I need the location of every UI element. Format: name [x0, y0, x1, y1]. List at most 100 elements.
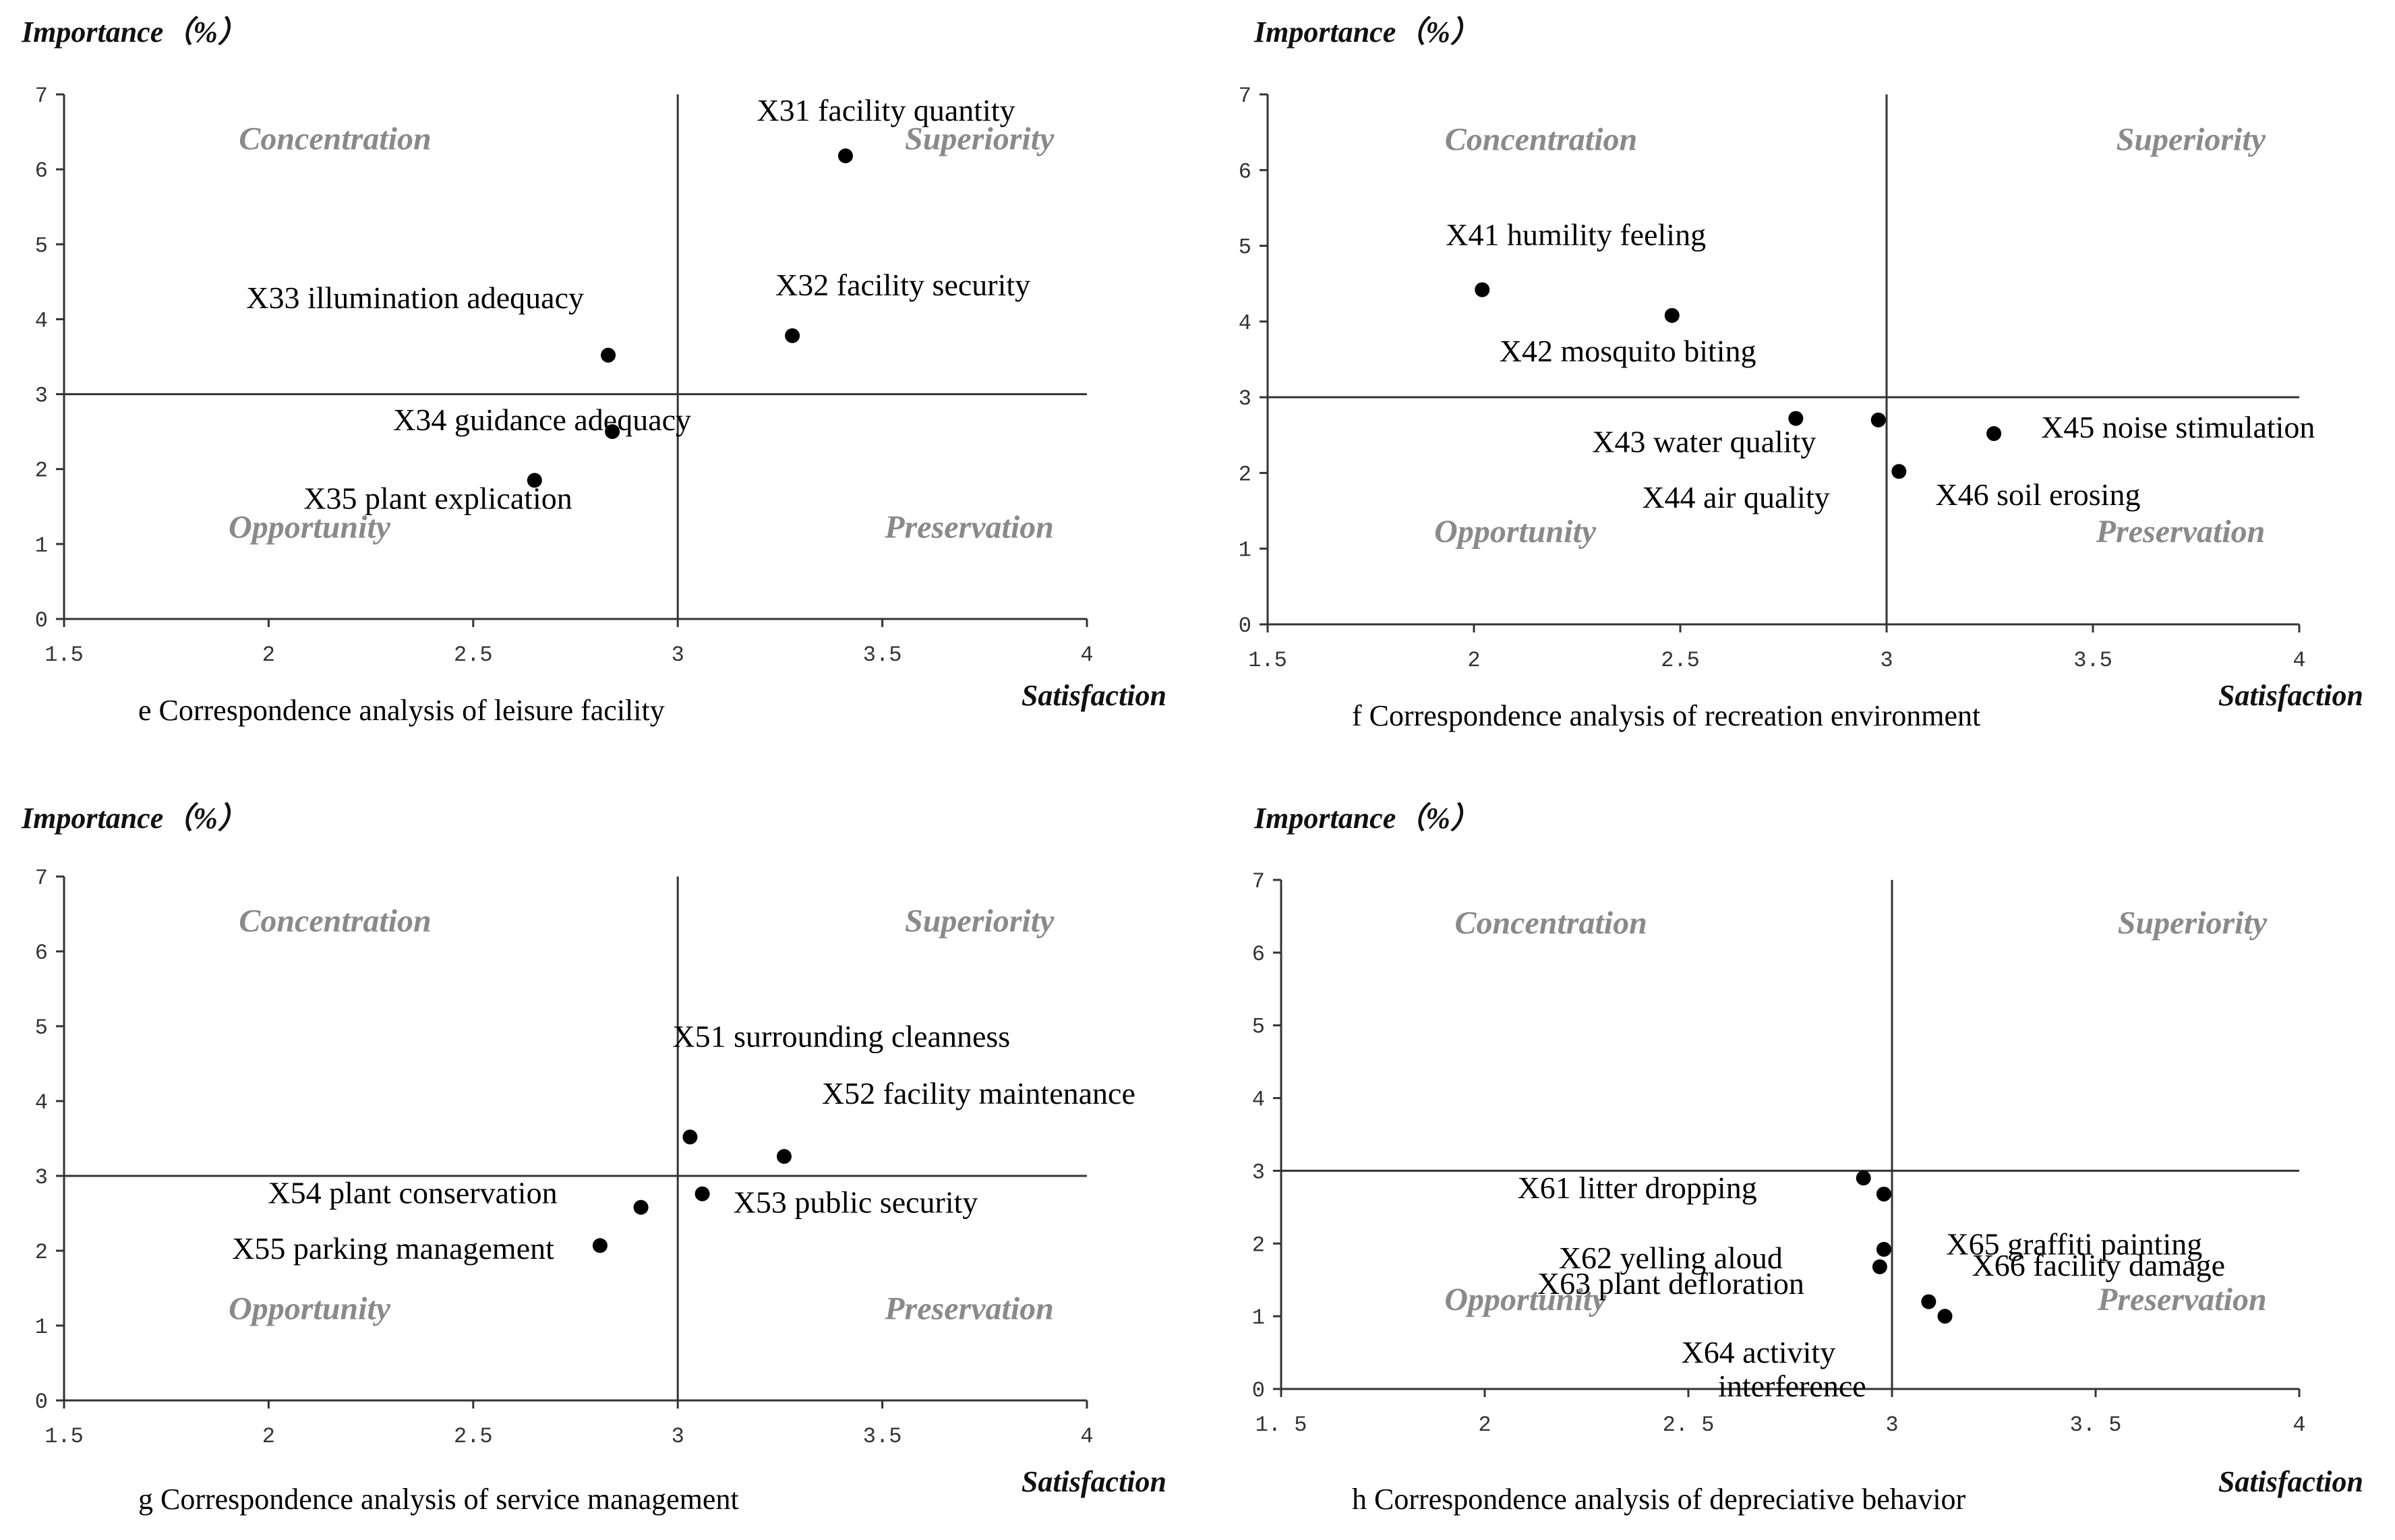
y-tick-label: 6 [1239, 159, 1251, 184]
x-tick-label: 4 [1080, 1424, 1093, 1449]
data-point[interactable] [527, 473, 542, 488]
data-point[interactable] [1856, 1171, 1871, 1186]
data-point[interactable] [605, 424, 620, 440]
data-point[interactable] [601, 347, 616, 363]
data-point[interactable] [592, 1238, 608, 1253]
point-label: X55 parking management [232, 1231, 554, 1266]
y-tick-label: 6 [35, 941, 48, 966]
y-tick-label: 7 [35, 84, 48, 109]
quadrant-label-preservation: Preservation [884, 509, 1054, 545]
data-point[interactable] [1921, 1294, 1936, 1309]
data-point[interactable] [694, 1186, 710, 1202]
point-label: X31 facility quantity [757, 93, 1015, 127]
data-point[interactable] [633, 1200, 649, 1215]
x-tick-label: 2 [1467, 648, 1480, 673]
x-tick-label: 1.5 [1248, 648, 1287, 673]
y-tick-label: 2 [35, 458, 48, 483]
quadrant-label-superiority: Superiority [905, 121, 1055, 157]
y-tick-label: 0 [1239, 614, 1251, 639]
quadrant-label-concentration: Concentration [1445, 122, 1637, 158]
point-label: X61 litter dropping [1518, 1171, 1757, 1205]
data-point[interactable] [776, 1149, 792, 1164]
data-point[interactable] [1475, 282, 1490, 297]
x-tick-label: 3 [672, 1424, 684, 1449]
y-tick-label: 1 [1239, 538, 1251, 563]
data-point[interactable] [1891, 464, 1907, 479]
x-tick-label: 1.5 [45, 1424, 84, 1449]
quadrant-label-superiority: Superiority [2117, 122, 2266, 158]
y-tick-label: 4 [1239, 311, 1251, 336]
panel-caption: g Correspondence analysis of service man… [138, 1483, 739, 1516]
point-label: X44 air quality [1642, 480, 1830, 514]
y-tick-label: 2 [1252, 1233, 1265, 1257]
point-label: X65 graffiti painting [1946, 1227, 2202, 1262]
x-axis-title: Satisfaction [1022, 1465, 1166, 1498]
data-point[interactable] [1872, 1259, 1887, 1274]
point-label: X35 plant explication [303, 481, 572, 515]
panel-caption: h Correspondence analysis of depreciativ… [1352, 1483, 1966, 1516]
y-tick-label: 4 [1252, 1088, 1265, 1113]
y-tick-label: 3 [35, 384, 48, 409]
quadrant-label-preservation: Preservation [2097, 1282, 2267, 1317]
data-point[interactable] [1876, 1186, 1891, 1202]
point-label: X41 humility feeling [1446, 218, 1706, 252]
x-tick-label: 4 [2293, 1413, 2305, 1438]
y-tick-label: 3 [1239, 386, 1251, 411]
y-axis-title: Importance（%） [1253, 802, 1480, 835]
quadrant-label-preservation: Preservation [884, 1291, 1054, 1327]
x-tick-label: 3.5 [863, 643, 902, 668]
x-tick-label: 3 [1885, 1413, 1898, 1438]
y-tick-label: 6 [1252, 942, 1265, 967]
x-axis-title: Satisfaction [2218, 1465, 2363, 1498]
data-point[interactable] [837, 148, 853, 164]
y-tick-label: 4 [35, 1090, 48, 1115]
point-label: X32 facility security [775, 268, 1030, 302]
point-label: X42 mosquito biting [1500, 334, 1756, 368]
y-tick-label: 0 [35, 608, 48, 633]
panel-caption: f Correspondence analysis of recreation … [1352, 699, 1980, 732]
data-point[interactable] [682, 1129, 698, 1145]
chart-panel-g: 0 1 2 3 4 5 6 7 1.5 2 2.5 3 3.5 4 Concentration Superio… [21, 802, 1166, 1516]
point-label: X54 plant conservation [268, 1176, 557, 1210]
chart-panel-e: 0 1 2 3 4 5 6 7 1.5 2 2.5 3 3.5 4 Concentration Superio… [21, 16, 1166, 727]
x-tick-label: 4 [1080, 643, 1093, 668]
point-label: X45 noise stimulation [2041, 410, 2315, 444]
quadrant-label-opportunity: Opportunity [1444, 1282, 1607, 1317]
y-tick-label: 5 [1239, 235, 1251, 260]
point-label: X43 water quality [1592, 425, 1816, 459]
chart-panel-h: 0 1 2 3 4 5 6 7 1. 5 2 2. 5 3 3. 5 4 Concentration Supe… [1252, 802, 2363, 1516]
x-tick-label: 1. 5 [1255, 1413, 1307, 1438]
x-tick-label: 3.5 [863, 1424, 902, 1449]
y-axis-title: Importance（%） [21, 802, 247, 835]
point-label: X33 illumination adequacy [246, 280, 584, 315]
quadrant-label-superiority: Superiority [2118, 905, 2268, 941]
point-label-line: X64 activity [1682, 1335, 1836, 1369]
x-tick-label: 3. 5 [2070, 1413, 2122, 1438]
x-tick-label: 4 [2293, 648, 2305, 673]
y-tick-label: 7 [35, 866, 48, 891]
panel-caption: e Correspondence analysis of leisure fac… [138, 694, 665, 727]
chart-panel-f: 0 1 2 3 4 5 6 7 1.5 2 2.5 3 3.5 4 Concentration Superio… [1239, 16, 2363, 732]
data-point[interactable] [1870, 412, 1886, 427]
y-tick-label: 0 [1252, 1378, 1265, 1403]
data-point[interactable] [785, 328, 800, 343]
quadrant-label-superiority: Superiority [905, 904, 1055, 939]
quadrant-label-concentration: Concentration [239, 121, 431, 157]
data-point[interactable] [1937, 1309, 1953, 1324]
y-tick-label: 0 [35, 1390, 48, 1415]
quadrant-label-opportunity: Opportunity [229, 1291, 391, 1327]
data-point[interactable] [1986, 426, 2002, 442]
quadrant-label-preservation: Preservation [2096, 514, 2266, 550]
y-tick-label: 7 [1239, 84, 1251, 109]
quadrant-label-concentration: Concentration [239, 904, 431, 939]
data-point[interactable] [1788, 411, 1804, 426]
y-tick-label: 2 [1239, 462, 1251, 487]
data-point[interactable] [1664, 307, 1680, 323]
y-tick-label: 2 [35, 1240, 48, 1265]
point-label: X34 guidance adequacy [393, 403, 691, 437]
y-tick-label: 5 [35, 233, 48, 258]
x-tick-label: 2 [262, 643, 275, 668]
point-label: X51 surrounding cleanness [672, 1019, 1010, 1053]
data-point[interactable] [1876, 1241, 1891, 1257]
